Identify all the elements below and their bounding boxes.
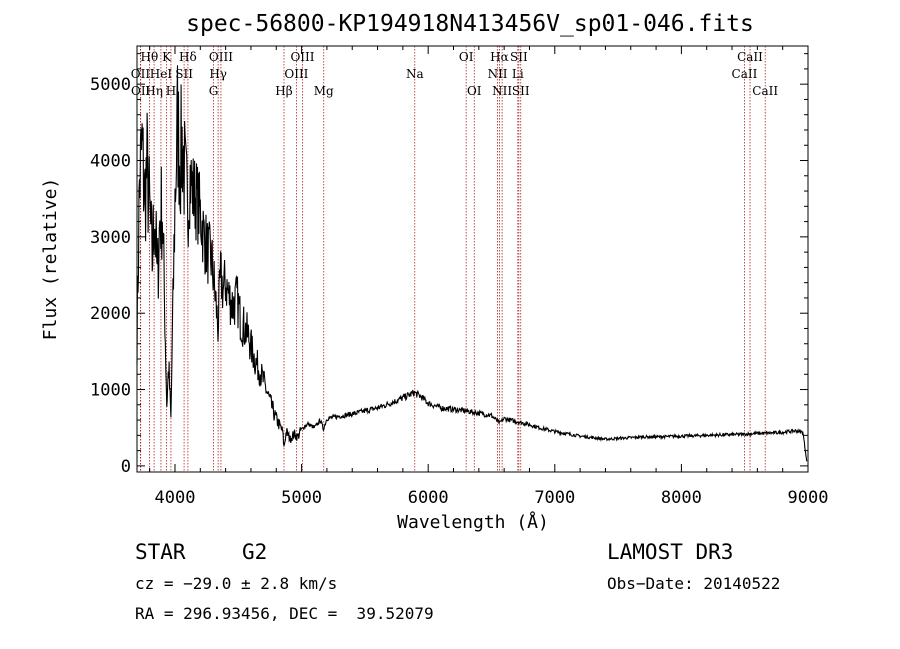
line-label: CaII bbox=[737, 50, 763, 64]
x-tick-label: 7000 bbox=[534, 488, 575, 508]
observation-date: Obs−Date: 20140522 bbox=[607, 574, 781, 593]
line-label: Hα bbox=[490, 50, 509, 64]
line-label: Hδ bbox=[179, 50, 197, 64]
line-label: Na bbox=[406, 67, 424, 81]
line-label: Li bbox=[512, 67, 524, 81]
x-tick-label: 9000 bbox=[788, 488, 829, 508]
line-label: Hβ bbox=[275, 84, 292, 98]
line-label: OII bbox=[131, 84, 151, 98]
line-label: CaII bbox=[732, 67, 758, 81]
x-tick-label: 4000 bbox=[155, 488, 196, 508]
line-label: CaII bbox=[752, 84, 778, 98]
y-tick-label: 4000 bbox=[90, 152, 131, 172]
y-tick-label: 2000 bbox=[90, 304, 131, 324]
spectral-line-markers bbox=[140, 46, 766, 472]
line-label: OI bbox=[459, 50, 474, 64]
line-label: OIII bbox=[284, 67, 308, 81]
y-tick-label: 3000 bbox=[90, 228, 131, 248]
line-label: OII bbox=[131, 67, 151, 81]
y-tick-label: 1000 bbox=[90, 381, 131, 401]
line-label: NII bbox=[488, 67, 508, 81]
y-axis: 0 1000 2000 3000 4000 5000 bbox=[90, 53, 808, 477]
x-tick-label: 8000 bbox=[661, 488, 702, 508]
x-axis: 4000 5000 6000 7000 8000 9000 bbox=[149, 46, 829, 508]
y-axis-label: Flux (relative) bbox=[40, 178, 61, 341]
x-tick-label: 5000 bbox=[281, 488, 322, 508]
line-label: HeI bbox=[150, 67, 173, 81]
coordinates: RA = 296.93456, DEC = 39.52079 bbox=[135, 604, 434, 623]
line-label: Hη bbox=[145, 84, 163, 98]
survey-name: LAMOST DR3 bbox=[607, 540, 734, 564]
spectrum-line bbox=[136, 65, 808, 462]
line-label: Mg bbox=[314, 84, 334, 98]
spectral-subclass: G2 bbox=[242, 540, 268, 564]
line-label: SII bbox=[175, 67, 193, 81]
line-label: OIII bbox=[209, 50, 233, 64]
chart-title: spec-56800-KP194918N413456V_sp01-046.fit… bbox=[186, 11, 754, 37]
object-class: STAR bbox=[135, 540, 186, 564]
line-label: OI bbox=[467, 84, 482, 98]
redshift-cz: cz = −29.0 ± 2.8 km/s bbox=[135, 574, 338, 593]
line-label: SII bbox=[512, 84, 530, 98]
line-label: H bbox=[166, 84, 176, 98]
line-label: OIII bbox=[290, 50, 314, 64]
y-tick-label: 5000 bbox=[90, 75, 131, 95]
y-tick-label: 0 bbox=[121, 457, 131, 477]
line-label: K bbox=[162, 50, 172, 64]
line-label: Hγ bbox=[209, 67, 227, 81]
x-axis-label: Wavelength (Å) bbox=[397, 511, 549, 533]
plot-frame bbox=[136, 45, 809, 473]
x-tick-label: 6000 bbox=[408, 488, 449, 508]
line-label: Hθ bbox=[141, 50, 159, 64]
line-label: G bbox=[209, 84, 219, 98]
line-label: NII bbox=[492, 84, 512, 98]
line-label: SII bbox=[510, 50, 528, 64]
